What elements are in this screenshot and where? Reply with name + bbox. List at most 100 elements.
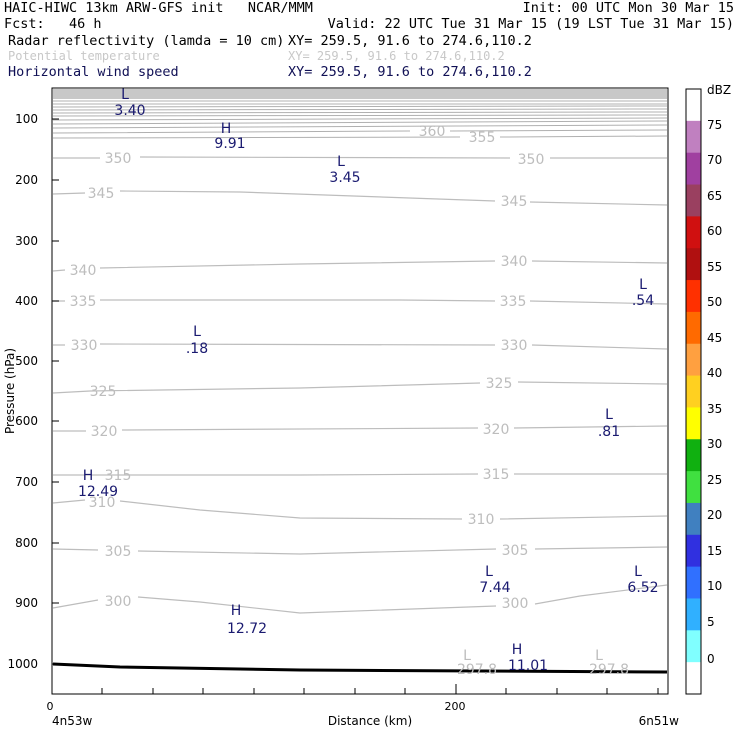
colorbar-level-label: 45	[707, 331, 722, 345]
wind-extremum-value: 7.44	[479, 580, 510, 596]
colorbar-unit-label: dBZ	[707, 83, 731, 97]
isentrope-300	[52, 584, 668, 614]
colorbar-swatch	[686, 662, 701, 695]
ytick-label: 300	[15, 234, 38, 248]
isentrope-label: 330	[501, 338, 528, 354]
colorbar-swatch	[686, 152, 701, 186]
ytick-label: 900	[15, 596, 38, 610]
colorbar-level-label: 60	[707, 224, 722, 238]
colorbar-level-label: 35	[707, 402, 722, 416]
isentrope-low-marker: L	[463, 648, 471, 664]
colorbar-swatch	[686, 280, 701, 313]
wind-extremum-value: 12.49	[78, 484, 118, 500]
left-endpoint-label: 4n53w	[52, 714, 93, 728]
isentrope-label: 360	[419, 124, 446, 140]
wind-extremum-value: 3.45	[329, 170, 360, 186]
isentrope-315	[53, 473, 667, 476]
ytick-label: 400	[15, 294, 38, 308]
header-title: HAIC-HIWC 13km ARW-GFS init NCAR/MMM	[4, 0, 313, 16]
colorbar-level-label: 75	[707, 118, 722, 132]
right-endpoint-label: 6n51w	[639, 714, 680, 728]
isentrope-label: 305	[105, 544, 132, 560]
isentrope-335	[53, 299, 668, 305]
colorbar-level-label: 25	[707, 473, 722, 487]
header-valid: Valid: 22 UTC Tue 31 Mar 15 (19 LST Tue …	[327, 16, 734, 32]
isentrope-label: 310	[468, 512, 495, 528]
xtick-label: 200	[445, 700, 466, 713]
ytick-label: 100	[15, 112, 38, 126]
isentrope-label: 297.8	[457, 662, 497, 678]
wind-extremum-symbol: H	[512, 642, 523, 658]
isentrope-305	[52, 546, 668, 555]
wind-extremum-symbol: L	[193, 324, 201, 340]
header-forecast: Fcst: 46 h	[4, 16, 102, 32]
wind-extremum-symbol: L	[121, 87, 129, 103]
colorbar-swatch	[686, 311, 701, 345]
plot-frame	[51, 87, 669, 695]
wind-extremum-symbol: L	[337, 154, 345, 170]
wind-extremum-symbol: L	[639, 277, 647, 293]
ytick-label: 200	[15, 173, 38, 187]
isentrope-345	[52, 190, 668, 206]
colorbar-swatch	[686, 216, 701, 249]
isentrope-label: 315	[105, 468, 132, 484]
wind-extremum-symbol: L	[634, 564, 642, 580]
isentrope-325	[52, 381, 668, 394]
isentrope-330	[53, 343, 668, 350]
wind-extremum-value: 9.91	[214, 136, 245, 152]
xtick-label: 0	[47, 700, 54, 713]
wind-extremum-symbol: H	[83, 468, 94, 484]
field-wind-xy: XY= 259.5, 91.6 to 274.6,110.2	[288, 64, 532, 80]
isentrope-label: 335	[500, 294, 527, 310]
isentrope-350	[53, 156, 667, 159]
wind-extremum-value: 3.40	[114, 103, 145, 119]
isentropes	[52, 156, 668, 614]
field-reflectivity-xy: XY= 259.5, 91.6 to 274.6,110.2	[288, 33, 532, 49]
colorbar-level-label: 15	[707, 544, 722, 558]
isentrope-label: 320	[483, 422, 510, 438]
field-wind-name: Horizontal wind speed	[8, 64, 179, 80]
wind-extremum-value: 12.72	[227, 621, 267, 637]
wind-extremum-symbol: H	[221, 121, 232, 137]
wind-extremum-symbol: L	[605, 407, 613, 423]
field-theta-xy: XY= 259.5, 91.6 to 274.6,110.2	[288, 49, 505, 63]
colorbar-level-label: 5	[707, 615, 715, 629]
isentrope-label: 330	[71, 338, 98, 354]
colorbar-level-label: 70	[707, 153, 722, 167]
isentrope-label: 340	[501, 254, 528, 270]
field-reflectivity-name: Radar reflectivity (lamda = 10 cm)	[8, 33, 285, 49]
isentrope-label: 310	[89, 495, 116, 511]
colorbar-swatch	[686, 502, 701, 536]
isentrope-label: 350	[105, 151, 132, 167]
x-axis-label: Distance (km)	[328, 714, 412, 728]
wind-extremum-symbol: H	[231, 603, 242, 619]
isentrope-label: 350	[518, 152, 545, 168]
isentrope-label: 300	[502, 596, 529, 612]
header-init: Init: 00 UTC Mon 30 Mar 15	[522, 0, 734, 16]
colorbar-swatch	[686, 566, 701, 600]
isentrope-310	[52, 499, 668, 520]
isentrope-label: 305	[502, 543, 529, 559]
ytick-label: 600	[15, 414, 38, 428]
upper-isentrope-band	[52, 89, 668, 139]
isentrope-label: 335	[70, 294, 97, 310]
y-axis	[52, 118, 59, 665]
wind-extremum-value: .81	[598, 424, 620, 440]
isentrope-label: 345	[88, 186, 115, 202]
reflectivity-colorbar	[685, 88, 702, 695]
colorbar-level-label: 10	[707, 579, 722, 593]
wind-extremum-value: .54	[632, 293, 654, 309]
wind-extremum-value: .18	[186, 341, 208, 357]
isentrope-340	[52, 260, 668, 272]
isentrope-label: 325	[486, 376, 513, 392]
field-theta-name: Potential temperature	[8, 49, 160, 63]
isentrope-label: 340	[70, 263, 97, 279]
isentrope-320	[53, 425, 668, 432]
colorbar-level-label: 65	[707, 189, 722, 203]
ytick-label: 700	[15, 475, 38, 489]
isentrope-label: 325	[90, 384, 117, 400]
isentrope-label: 355	[469, 130, 496, 146]
colorbar-swatch	[686, 184, 701, 217]
x-axis	[51, 684, 659, 694]
